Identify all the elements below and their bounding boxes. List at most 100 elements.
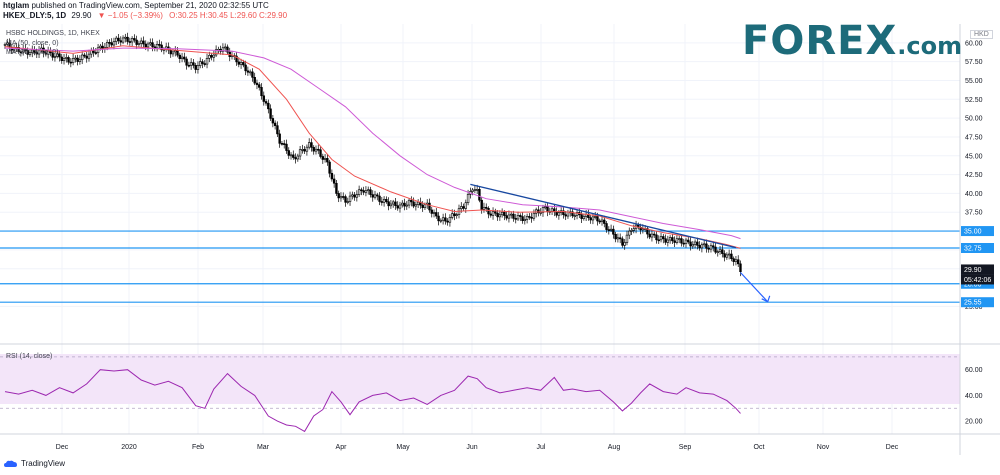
candle-body [473,189,477,191]
candle-body [691,244,695,247]
candle-body [573,215,576,217]
candle-body [523,219,527,221]
candle-body [455,214,458,216]
candle-body [614,233,617,240]
x-tick-label: May [396,444,410,451]
legend-ma50: MA (50, close, 0) [6,40,59,47]
candle-body [435,212,438,217]
level-tag: 32.75 [964,246,982,253]
candle-body [401,202,404,206]
candle-body [342,196,345,198]
candles [3,32,742,277]
candle-body [537,209,540,213]
candle-body [453,213,456,216]
rsi-tick-label: 60.00 [965,367,983,374]
candle-body [178,54,181,59]
candle-body [319,149,322,157]
tradingview-footer[interactable]: TradingView [4,459,65,468]
candle-body [351,194,354,197]
candle-body [74,57,77,60]
candle-body [598,220,601,223]
y-tick-label: 37.50 [965,210,983,217]
x-tick-label: Aug [608,444,621,451]
candle-body [146,43,150,48]
candle-body [246,70,250,73]
candle-body [353,194,356,198]
candle-body [510,213,513,216]
y-tick-label: 42.50 [965,172,983,179]
candle-body [289,154,293,157]
candle-body [335,182,338,194]
candle-body [56,53,59,57]
candle-body [135,39,138,45]
candle-body [541,207,545,213]
candle-body [307,142,311,148]
candle-body [117,37,120,41]
publish-info: htglam published on TradingView.com, Sep… [3,1,269,10]
candle-body [201,61,204,64]
candle-body [65,57,68,59]
ma20-line [4,45,741,249]
candle-body [258,84,261,88]
candle-body [446,220,449,223]
candle-body [664,238,667,243]
candle-body [296,155,300,160]
candle-body [721,249,724,254]
candle-body [283,143,286,145]
y-tick-label: 47.50 [965,134,983,141]
candle-body [208,55,211,59]
candle-body [503,211,506,216]
candle-body [210,55,213,58]
candle-body [712,245,715,248]
candle-body [655,234,658,241]
candle-body [262,95,265,102]
candle-body [693,241,697,245]
candle-body [698,245,701,249]
candle-body [600,219,604,222]
candle-body [437,215,440,222]
candle-body [398,204,402,209]
last-price: 29.90 [71,11,92,20]
candle-body [487,208,490,215]
candle-body [555,211,558,216]
candle-body [239,62,243,65]
level-tag-bg [961,226,994,237]
candle-body [366,189,370,192]
candle-body [292,154,295,158]
candle-body [460,206,463,209]
candle-body [705,243,708,249]
candle-body [160,44,163,51]
candle-body [287,150,290,156]
candle-body [212,54,216,58]
candle-body [450,213,454,218]
candle-body [31,49,34,53]
currency-badge[interactable]: HKD [970,30,993,39]
candle-body [675,238,679,243]
candle-body [650,233,654,238]
candle-body [260,87,263,97]
candle-body [546,206,549,212]
candle-body [530,217,533,219]
candle-body [194,64,197,70]
candle-body [423,204,427,208]
candle-body [17,47,20,53]
candle-body [666,239,670,243]
x-tick-label: Mar [257,444,270,451]
candle-body [357,189,361,195]
x-tick-label: Feb [192,444,204,451]
candle-body [203,63,206,65]
candle-body [507,214,511,219]
candle-body [385,198,388,203]
candle-body [539,212,542,214]
candle-body [60,56,63,61]
candle-body [684,239,688,244]
candle-body [149,42,152,45]
candle-body [71,58,75,63]
candle-body [410,199,413,203]
candle-body [494,211,497,214]
candle-body [491,211,495,216]
candle-body [369,189,372,195]
candle-body [242,62,245,66]
candle-body [405,204,408,207]
